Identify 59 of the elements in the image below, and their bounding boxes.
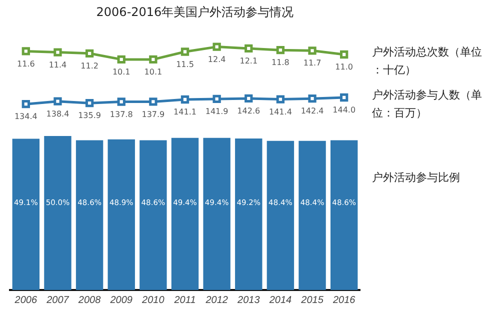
point [244, 44, 253, 53]
x-tick-label: 2008 [77, 294, 102, 306]
data-label: 11.5 [176, 60, 194, 69]
data-label: 137.9 [142, 110, 165, 119]
point [85, 98, 94, 108]
point [149, 98, 158, 106]
point [212, 42, 221, 51]
data-label: 137.8 [110, 110, 133, 119]
x-tick-label: 2006 [14, 294, 38, 306]
data-label: 10.1 [144, 68, 162, 77]
data-label: 144.0 [332, 106, 356, 115]
data-label: 11.0 [335, 62, 353, 72]
point [85, 49, 94, 58]
point [22, 100, 30, 108]
data-label: 12.4 [208, 54, 226, 64]
data-label: 141.4 [269, 107, 292, 116]
x-tick-label: 2015 [300, 294, 324, 306]
data-label: 11.6 [17, 59, 35, 68]
point [212, 94, 221, 104]
point [180, 48, 190, 56]
text: 户外活动参与人数（单位：百万） [372, 88, 482, 120]
point [308, 46, 316, 55]
data-label: 138.4 [46, 109, 70, 118]
x-tick-label: 2012 [204, 294, 228, 306]
data-label: 11.7 [303, 58, 322, 68]
point [149, 55, 158, 64]
x-tick-label: 2007 [46, 294, 70, 306]
data-label: 12.1 [240, 56, 258, 66]
data-label: 141.9 [205, 107, 228, 116]
point [22, 47, 30, 56]
x-tick-label: 2016 [332, 294, 356, 306]
point [54, 97, 62, 106]
point [117, 55, 126, 64]
text: 户外活动总次数（单位：十亿） [372, 45, 482, 76]
x-tick-label: 2013 [236, 294, 260, 306]
chart-title: 2006-2016年美国户外活动参与情况 [95, 4, 295, 21]
data-label: 142.4 [300, 106, 324, 116]
point [54, 48, 62, 56]
point [244, 94, 253, 103]
point [340, 50, 348, 59]
point [276, 95, 285, 104]
data-label: 10.1 [112, 68, 130, 77]
series-label: 户外活动参与比例 [372, 170, 460, 184]
data-label: 11.2 [80, 61, 98, 70]
x-tick-label: 2011 [173, 294, 196, 306]
point [340, 93, 348, 102]
point [117, 98, 126, 106]
data-label: 142.6 [237, 106, 260, 116]
x-tick-label: 2014 [268, 294, 292, 306]
data-label: 135.9 [78, 111, 101, 120]
x-tick-label: 2009 [109, 294, 133, 306]
point [308, 94, 316, 103]
data-label: 141.1 [174, 108, 196, 117]
x-tick-label: 2010 [141, 294, 165, 306]
point [180, 95, 190, 104]
data-label: 11.8 [272, 58, 290, 68]
point [276, 46, 285, 54]
data-label: 134.4 [14, 112, 38, 122]
data-label: 11.4 [48, 60, 67, 70]
